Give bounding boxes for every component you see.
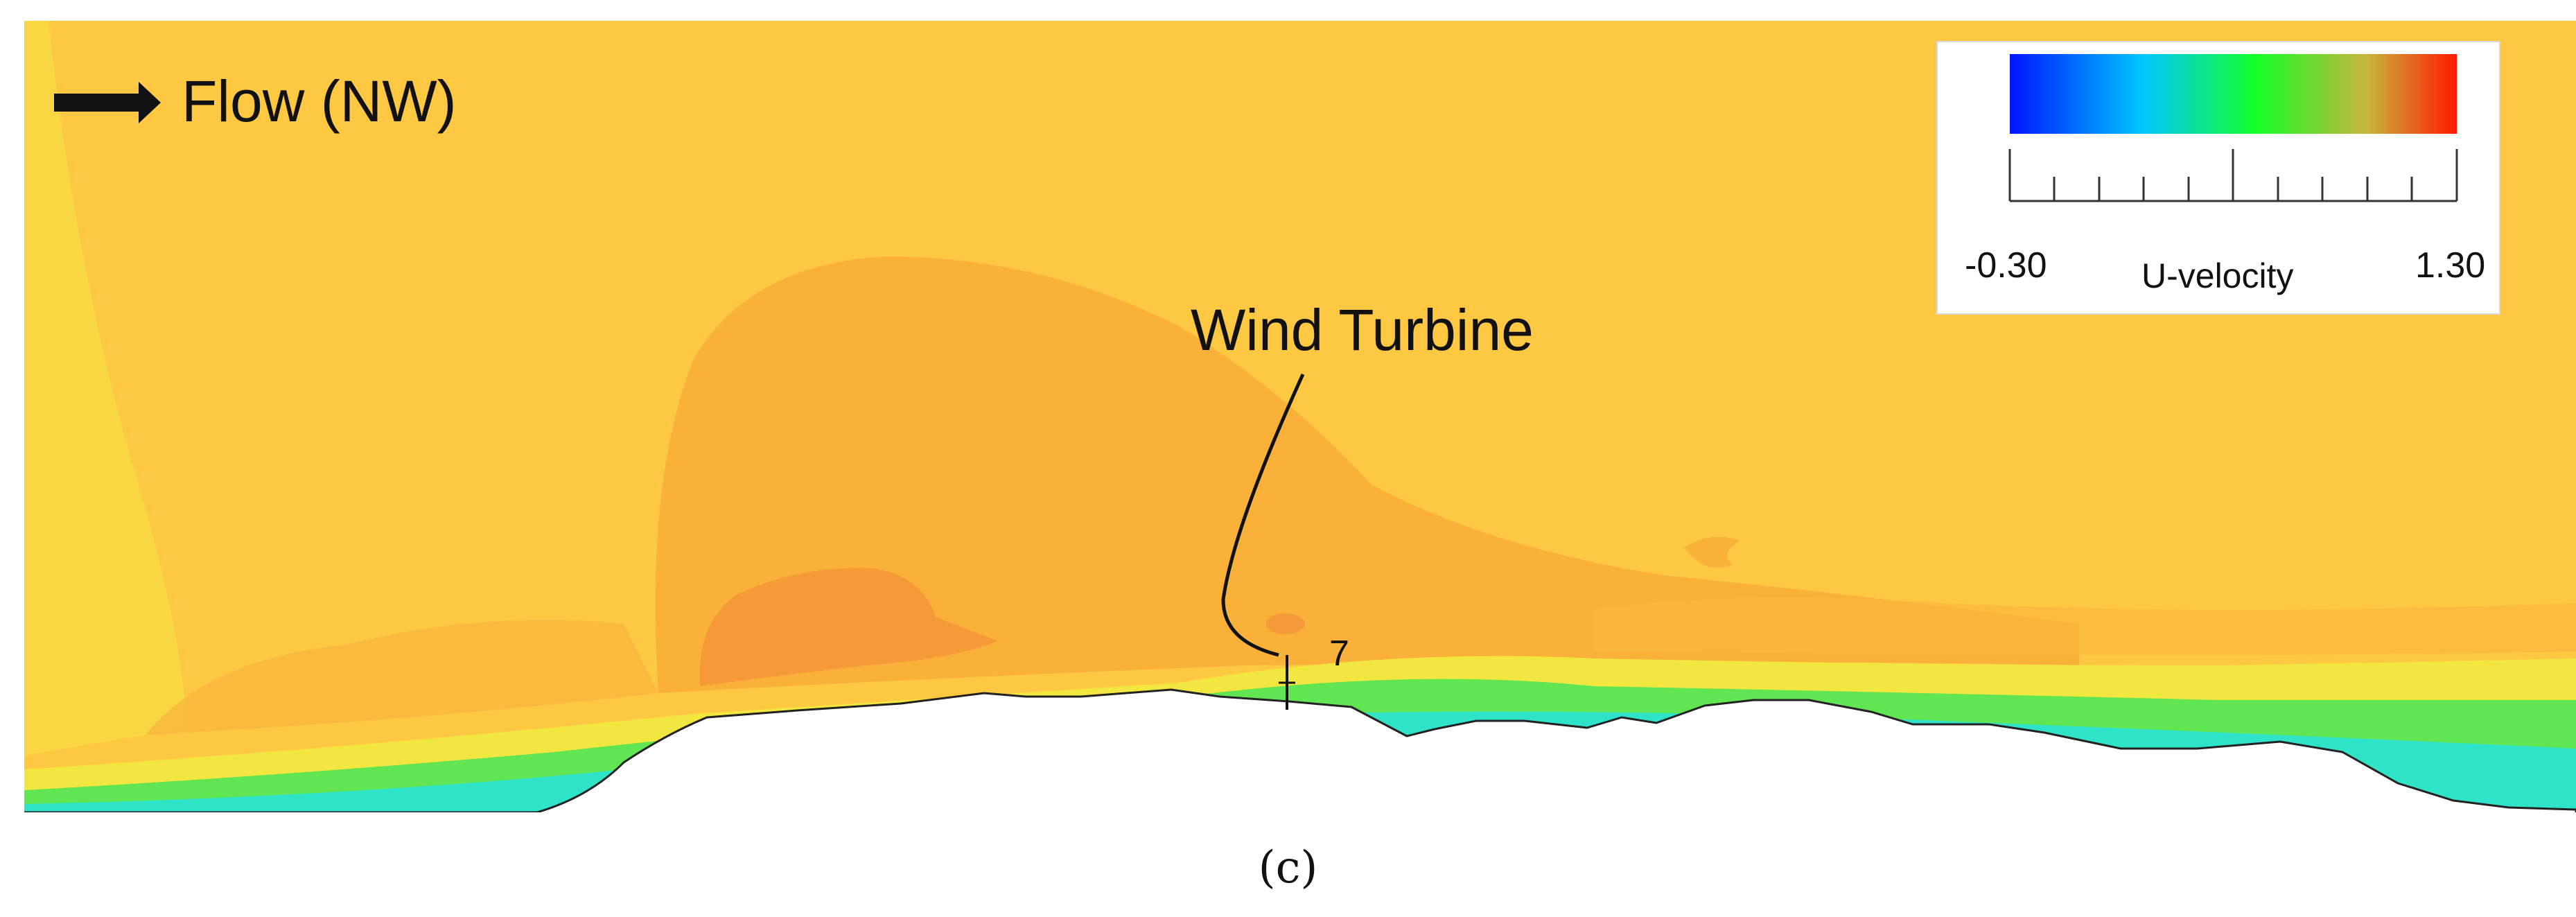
flow-arrow-icon	[54, 82, 161, 123]
wake-region	[655, 256, 2079, 693]
far-wake	[1594, 597, 2576, 655]
figure-caption: (c)	[1258, 842, 1318, 893]
flow-indicator: Flow (NW)	[54, 69, 457, 134]
legend-variable-label: U-velocity	[2141, 256, 2293, 295]
turbine-wake-spot	[1266, 613, 1305, 634]
legend-max-label: 1.30	[2415, 245, 2485, 286]
legend-min-label: -0.30	[1965, 245, 2047, 286]
legend-color-bar	[2010, 54, 2457, 134]
turbine-number: 7	[1329, 634, 1349, 674]
inlet-streak	[24, 21, 187, 756]
legend-scale	[2008, 149, 2458, 202]
color-legend: -0.30 U-velocity 1.30	[1936, 41, 2500, 315]
upper-bump	[1684, 536, 1740, 568]
turbine-label: Wind Turbine	[1191, 297, 1534, 363]
wake-ridge	[146, 620, 658, 735]
flow-label: Flow (NW)	[182, 69, 457, 134]
turbine-annotation: Wind Turbine 7	[1191, 297, 1534, 710]
turbine-leader-line	[1221, 373, 1305, 657]
terrain	[24, 688, 2576, 812]
low-speed-core	[699, 568, 998, 686]
